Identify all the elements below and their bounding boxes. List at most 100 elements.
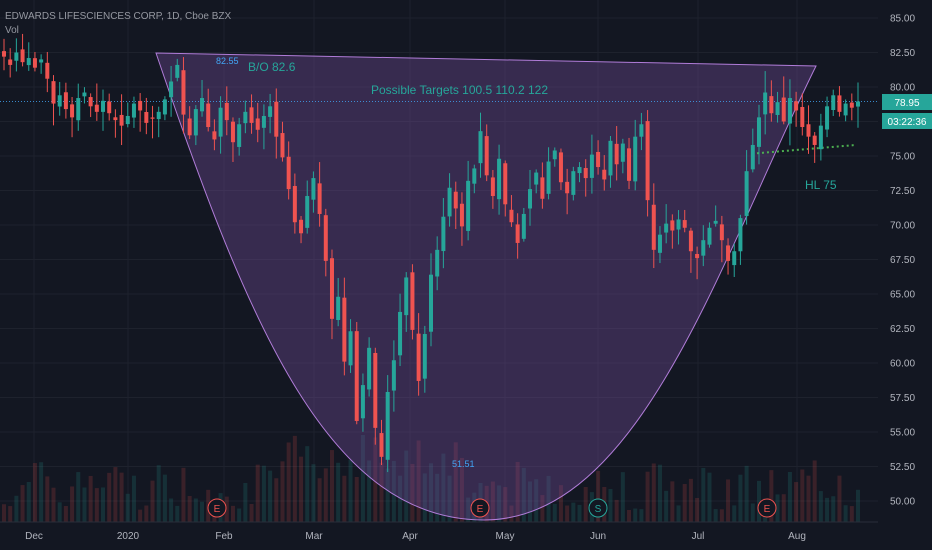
candle-body xyxy=(515,224,520,243)
price-tick-label: 52.50 xyxy=(890,462,915,473)
event-marker-circle[interactable] xyxy=(207,498,227,518)
candle-body xyxy=(583,168,588,179)
candle-body xyxy=(676,219,681,230)
candle-body xyxy=(150,117,155,119)
volume-bar xyxy=(453,442,458,522)
volume-bar xyxy=(14,495,19,522)
volume-bar xyxy=(707,472,712,522)
cup-shape xyxy=(155,52,817,521)
event-marker-label: E xyxy=(764,504,771,515)
candle-body xyxy=(627,148,632,181)
candle-body xyxy=(181,70,186,115)
event-marker-circle[interactable] xyxy=(757,498,777,518)
candle-body xyxy=(329,258,334,319)
candle-body xyxy=(651,204,656,250)
candle-body xyxy=(113,117,118,121)
time-tick-label: Jun xyxy=(590,531,606,542)
candle-body xyxy=(571,171,576,195)
candle-body xyxy=(32,58,37,68)
time-tick-label: Feb xyxy=(215,531,233,542)
volume-bar xyxy=(490,481,495,522)
candle-body xyxy=(775,102,780,115)
volume-bar xyxy=(32,463,37,522)
candle-body xyxy=(478,131,483,164)
candle-body xyxy=(70,104,75,118)
candle-body xyxy=(794,101,799,111)
candle-body xyxy=(286,156,291,190)
volume-bar xyxy=(224,496,229,522)
event-marker-circle[interactable] xyxy=(470,498,490,518)
time-tick-label: Mar xyxy=(305,531,323,542)
volume-bar xyxy=(274,478,279,522)
candle-body xyxy=(101,100,106,112)
volume-bar xyxy=(515,461,520,522)
price-tick-label: 50.00 xyxy=(890,497,915,508)
candle-body xyxy=(274,101,279,137)
candle-body xyxy=(856,101,860,107)
volume-bar xyxy=(410,463,415,522)
time-tick-label: Apr xyxy=(402,531,418,542)
volume-bar xyxy=(627,509,632,522)
candlesticks xyxy=(2,33,860,473)
volume-bar xyxy=(633,508,638,522)
volume-bar xyxy=(645,471,650,522)
volume-bar xyxy=(769,470,774,522)
candle-body xyxy=(323,215,328,261)
volume-bar xyxy=(8,506,13,522)
price-axis-ticks: 85.0082.5080.0077.5075.0072.5070.0067.50… xyxy=(890,14,915,508)
volume-bar xyxy=(317,478,322,522)
candle-body xyxy=(664,223,669,233)
candle-body xyxy=(398,311,403,356)
volume-bar xyxy=(459,457,464,522)
volume-bar xyxy=(713,509,718,522)
volume-bar xyxy=(193,498,198,522)
volume-bar xyxy=(794,482,799,522)
candle-body xyxy=(212,131,217,140)
time-tick-label: Aug xyxy=(788,531,806,542)
candle-body xyxy=(342,297,347,362)
volume-bar xyxy=(509,505,514,522)
volume-bar xyxy=(756,480,761,522)
event-marker-label: S xyxy=(595,504,602,515)
volume-bar xyxy=(812,460,817,522)
candle-body xyxy=(490,177,495,197)
candle-body xyxy=(831,95,836,111)
grid xyxy=(0,0,878,522)
candle-body xyxy=(565,181,570,194)
candle-body xyxy=(459,203,464,227)
candle-body xyxy=(540,177,545,199)
high-price-label: 82.55 xyxy=(216,56,239,66)
volume-bar xyxy=(20,485,25,522)
volume-bar xyxy=(416,440,421,522)
volume-bar xyxy=(558,485,563,522)
volume-bar xyxy=(249,503,254,522)
price-tick-label: 62.50 xyxy=(890,324,915,335)
volume-bar xyxy=(744,465,749,522)
candle-body xyxy=(2,51,6,57)
candle-body xyxy=(726,245,731,261)
candle-body xyxy=(26,58,31,66)
price-tick-label: 55.00 xyxy=(890,428,915,439)
candle-body xyxy=(800,106,805,128)
volume-bar xyxy=(305,446,310,522)
event-marker-circle[interactable] xyxy=(588,498,608,518)
volume-bar xyxy=(657,464,662,522)
volume-bar xyxy=(156,465,161,522)
volume-bar xyxy=(441,453,446,522)
volume-bar xyxy=(138,509,143,522)
candle-body xyxy=(299,219,304,234)
volume-bar xyxy=(701,467,706,522)
candle-body xyxy=(230,121,235,143)
volume-bar xyxy=(162,474,167,522)
time-axis-ticks: Dec 2020 Feb Mar Apr May Jun Jul Aug xyxy=(25,531,806,542)
volume-bar xyxy=(682,484,687,522)
candle-body xyxy=(818,125,823,150)
volume-bar xyxy=(688,478,693,522)
candle-body xyxy=(596,151,601,168)
volume-bar xyxy=(775,494,780,522)
last-price-badge xyxy=(882,94,932,110)
candle-body xyxy=(701,240,706,256)
candle-body xyxy=(354,331,359,421)
candle-body xyxy=(249,107,254,123)
